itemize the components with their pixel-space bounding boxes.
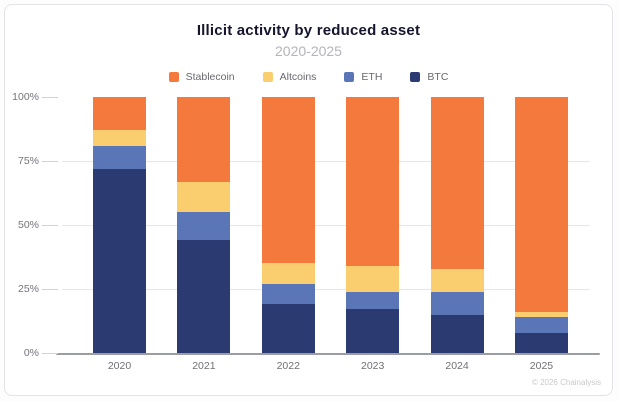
bar-segment-2020-altcoins: [93, 130, 146, 146]
bar-segment-2024-btc: [430, 314, 484, 353]
x-axis-label-2021: 2021: [192, 360, 216, 372]
gridline-25: [62, 289, 590, 290]
x-axis-label-2024: 2024: [445, 360, 469, 372]
legend-swatch-icon: [410, 72, 421, 82]
bar-segment-2025-eth: [514, 317, 568, 333]
legend-swatch-icon: [344, 72, 355, 82]
y-tick-mark: [42, 97, 58, 98]
bar-segment-2025-stablecoin: [514, 97, 568, 313]
legend-swatch-icon: [168, 72, 179, 82]
y-tick-label-75: 75%: [17, 155, 39, 167]
y-tick-mark: [42, 161, 58, 162]
copyright-note: © 2026 Chainalysis: [531, 378, 601, 387]
bar-2022[interactable]: [261, 97, 315, 353]
legend-label: ETH: [361, 71, 383, 83]
bar-segment-2025-btc: [514, 332, 568, 353]
x-axis-label-2025: 2025: [529, 360, 554, 372]
bar-segment-2023-stablecoin: [346, 97, 400, 266]
chart-card: Illicit activity by reduced asset 2020-2…: [4, 4, 613, 396]
legend-item-eth[interactable]: ETH: [344, 71, 382, 83]
bar-segment-2023-altcoins: [346, 265, 400, 292]
bar-segment-2024-altcoins: [430, 268, 484, 292]
bar-segment-2021-stablecoin: [177, 97, 231, 182]
legend-swatch-icon: [262, 72, 273, 82]
y-tick-label-100: 100%: [12, 91, 39, 103]
bar-segment-2025-altcoins: [514, 312, 568, 318]
x-axis-label-2023: 2023: [360, 360, 385, 372]
y-tick-mark: [42, 353, 58, 354]
bar-segment-2021-btc: [177, 240, 231, 353]
bar-2025[interactable]: [514, 97, 568, 353]
y-tick-label-50: 50%: [17, 219, 39, 231]
x-axis-labels: 2020 2021 2022 2023 2024 2025: [62, 353, 590, 372]
chart-title: Illicit activity by reduced asset: [196, 22, 421, 39]
bar-segment-2022-btc: [261, 304, 315, 353]
legend-label: Stablecoin: [185, 71, 235, 83]
legend-item-stablecoin[interactable]: Stablecoin: [168, 71, 235, 83]
gridline-50: [62, 225, 590, 226]
bar-segment-2020-stablecoin: [93, 97, 146, 131]
x-axis-line: [56, 353, 600, 355]
bar-segment-2024-stablecoin: [430, 97, 484, 269]
legend-label: BTC: [427, 71, 449, 83]
x-axis-label-2020: 2020: [107, 360, 132, 372]
bar-segment-2021-altcoins: [177, 181, 231, 213]
bar-segment-2020-btc: [93, 168, 146, 353]
bar-segment-2023-eth: [346, 291, 400, 310]
gridline-75: [62, 161, 590, 162]
bar-2020[interactable]: [93, 97, 146, 353]
y-tick-mark: [42, 289, 58, 290]
bar-segment-2020-eth: [93, 145, 146, 169]
legend: Stablecoin Altcoins ETH BTC: [5, 71, 612, 83]
bar-segment-2024-eth: [430, 291, 484, 315]
y-tick-label-0: 0%: [23, 347, 39, 359]
y-tick-label-25: 25%: [17, 283, 39, 295]
bar-2023[interactable]: [346, 97, 400, 353]
plot-area: 0% 25% 50% 75% 100%: [12, 91, 600, 359]
legend-item-altcoins[interactable]: Altcoins: [262, 71, 317, 83]
legend-item-btc[interactable]: BTC: [410, 71, 448, 83]
y-tick-mark: [42, 225, 58, 226]
legend-label: Altcoins: [279, 71, 317, 83]
bar-segment-2021-eth: [177, 212, 231, 241]
chart-subtitle: 2020-2025: [275, 43, 342, 59]
x-axis-label-2022: 2022: [276, 360, 300, 372]
bar-segment-2023-btc: [346, 309, 400, 353]
bar-segment-2022-stablecoin: [261, 97, 315, 264]
bar-2021[interactable]: [177, 97, 231, 353]
bar-segment-2022-eth: [261, 283, 315, 305]
bar-segment-2022-altcoins: [261, 263, 315, 284]
bar-2024[interactable]: [430, 97, 484, 353]
bars-container: [62, 97, 590, 353]
